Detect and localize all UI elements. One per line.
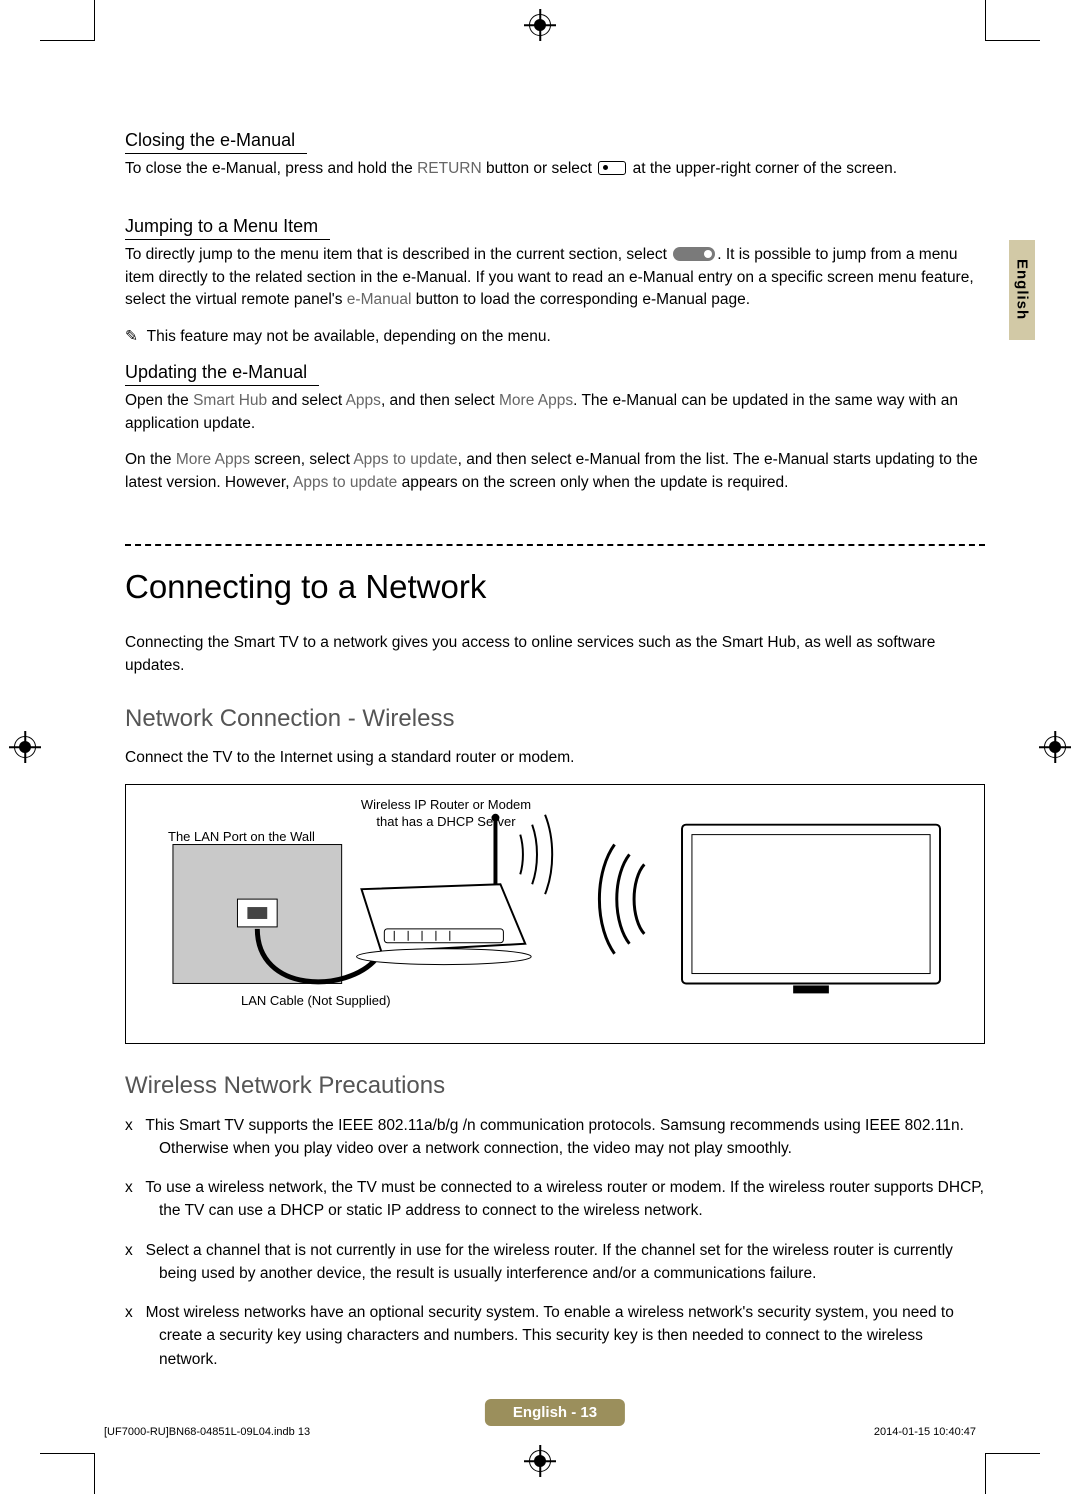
- language-tab: English: [1009, 240, 1035, 340]
- note-icon: ✎: [125, 328, 138, 345]
- footer-left: [UF7000-RU]BN68-04851L-09L04.indb 13: [104, 1426, 310, 1438]
- update-p1: Open the Smart Hub and select Apps, and …: [125, 390, 985, 435]
- page-number-badge: English - 13: [485, 1399, 625, 1426]
- reg-mark-right: [1040, 732, 1070, 762]
- precautions-list: This Smart TV supports the IEEE 802.11a/…: [125, 1114, 985, 1371]
- subtitle-precautions: Wireless Network Precautions: [125, 1072, 985, 1100]
- closing-paragraph: To close the e-Manual, press and hold th…: [125, 158, 985, 180]
- emanual-term: e-Manual: [347, 291, 412, 308]
- list-item: This Smart TV supports the IEEE 802.11a/…: [125, 1114, 985, 1161]
- diagram-label-router: Wireless IP Router or Modemthat has a DH…: [356, 797, 536, 831]
- crop-line: [40, 1453, 95, 1454]
- diagram-label-lanport: The LAN Port on the Wall: [168, 829, 315, 846]
- heading-jumping: Jumping to a Menu Item: [125, 216, 330, 240]
- crop-line: [985, 1454, 986, 1494]
- return-term: RETURN: [417, 160, 482, 177]
- jump-note: ✎ This feature may not be available, dep…: [147, 326, 985, 348]
- main-intro: Connecting the Smart TV to a network giv…: [125, 632, 985, 677]
- crop-line: [985, 1453, 1040, 1454]
- list-item: To use a wireless network, the TV must b…: [125, 1176, 985, 1223]
- wireless-p: Connect the TV to the Internet using a s…: [125, 747, 985, 769]
- jump-paragraph: To directly jump to the menu item that i…: [125, 244, 985, 311]
- list-item: Select a channel that is not currently i…: [125, 1239, 985, 1286]
- crop-line: [40, 40, 95, 41]
- reg-mark-left: [10, 732, 40, 762]
- reg-mark-top: [525, 10, 555, 40]
- crop-line: [94, 1454, 95, 1494]
- main-title: Connecting to a Network: [125, 568, 985, 606]
- crop-line: [985, 40, 1040, 41]
- select-pill-icon: [673, 247, 715, 261]
- subtitle-wireless: Network Connection - Wireless: [125, 705, 985, 733]
- heading-closing: Closing the e-Manual: [125, 130, 307, 154]
- section-divider: [125, 544, 985, 546]
- reg-mark-bottom: [525, 1446, 555, 1476]
- language-tab-label: English: [1014, 259, 1031, 320]
- crop-line: [985, 0, 986, 40]
- diagram-label-cable: LAN Cable (Not Supplied): [241, 993, 391, 1010]
- crop-line: [94, 0, 95, 40]
- page-content: English Closing the e-Manual To close th…: [125, 130, 985, 1374]
- heading-updating: Updating the e-Manual: [125, 362, 319, 386]
- update-p2: On the More Apps screen, select Apps to …: [125, 449, 985, 494]
- network-diagram: Wireless IP Router or Modemthat has a DH…: [125, 784, 985, 1044]
- close-icon: [598, 161, 626, 175]
- list-item: Most wireless networks have an optional …: [125, 1301, 985, 1371]
- footer-right: 2014-01-15 10:40:47: [874, 1426, 976, 1438]
